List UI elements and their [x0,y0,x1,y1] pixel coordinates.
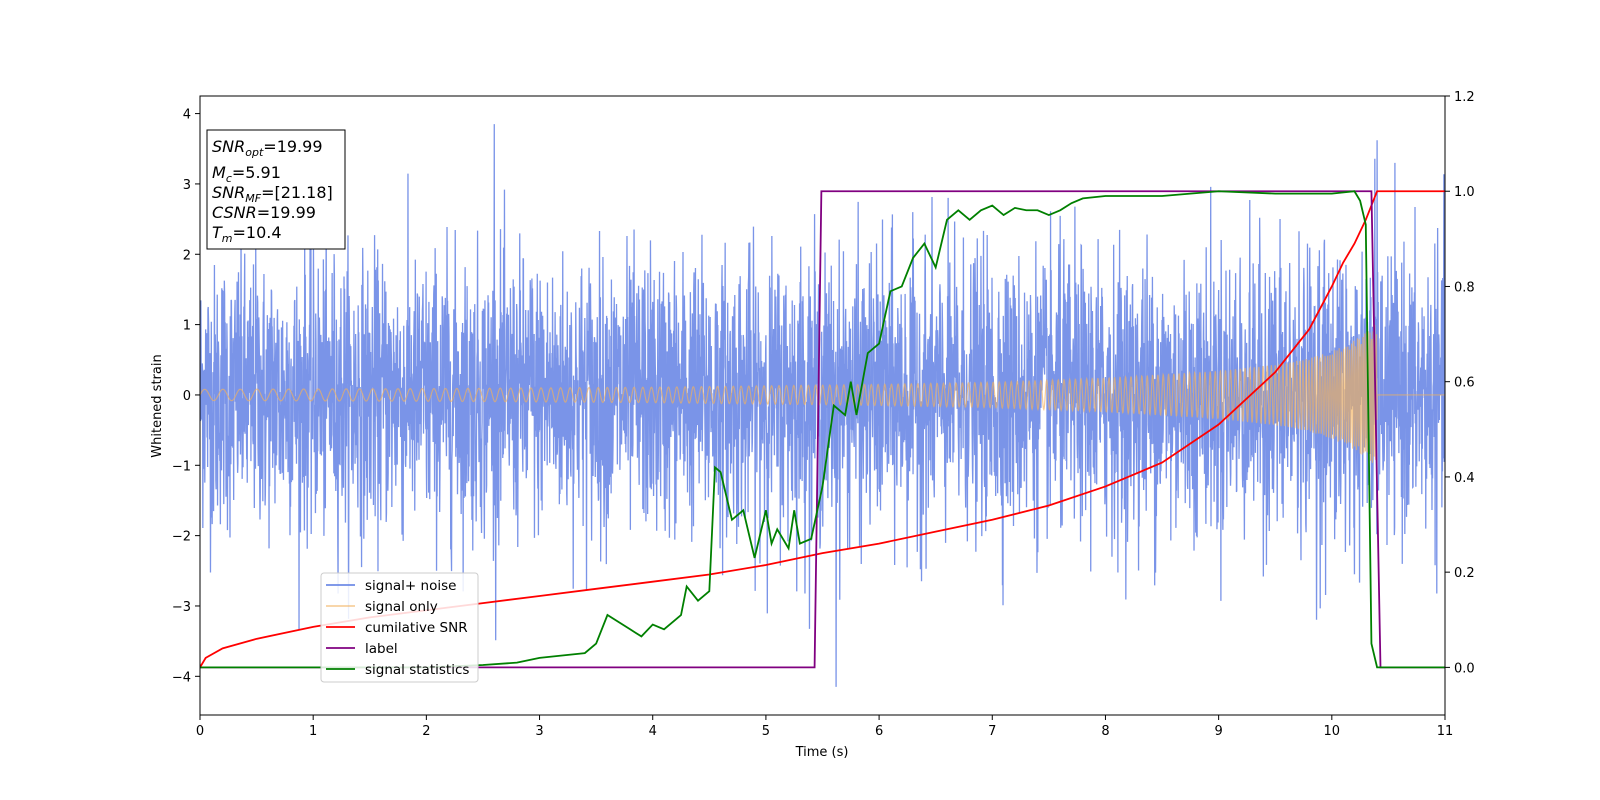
x-tick-label: 2 [422,724,430,739]
csnr-value: =19.99 [257,203,316,222]
legend-label-signal-only: signal only [365,599,438,615]
mc-value: =5.91 [232,163,281,182]
x-tick-label: 9 [1214,724,1222,739]
y-tick-label: 0 [183,389,191,404]
x-tick-label: 8 [1101,724,1109,739]
snr-opt-value: =19.99 [263,137,322,156]
y2-tick-label: 0.6 [1454,376,1475,391]
y2-tick-label: 0.4 [1454,471,1475,486]
legend-label-cumulative-snr: cumilative SNR [365,620,468,636]
x-tick-label: 3 [535,724,543,739]
x-tick-label: 4 [649,724,657,739]
y2-tick-label: 1.0 [1454,185,1475,200]
signal-only-line [200,324,1445,463]
y-axis-right: 1.2 1.0 0.8 0.6 0.4 0.2 0.0 [1445,90,1475,676]
x-tick-label: 1 [309,724,317,739]
y2-tick-label: 1.2 [1454,90,1475,105]
signal-statistics-line [200,190,1445,669]
y-axis-left: 4 3 2 1 0 −1 −2 −3 −4 [172,108,200,685]
svg-text:SNRopt=19.99: SNRopt=19.99 [212,137,323,159]
x-tick-label: 0 [196,724,204,739]
y-tick-label: −1 [172,459,191,474]
y-tick-label: 1 [183,319,191,334]
series-signal-statistics [200,190,1445,669]
x-tick-label: 6 [875,724,883,739]
x-tick-label: 5 [762,724,770,739]
annotation-box: SNRopt=19.99 Mc=5.91 SNRMF=[21.18] CSNR=… [206,129,346,250]
svg-text:SNRMF=[21.18]: SNRMF=[21.18] [212,183,333,205]
y2-tick-label: 0.0 [1454,661,1475,676]
tm-value: =10.4 [233,223,282,242]
y-tick-label: 4 [183,108,191,123]
legend-label-label: label [365,641,398,657]
y-tick-label: −2 [172,530,191,545]
x-axis: 0 1 2 3 4 5 6 7 8 9 10 11 [196,715,1453,739]
x-tick-label: 10 [1324,724,1341,739]
y-tick-label: 2 [183,248,191,263]
y2-tick-label: 0.8 [1454,280,1475,295]
series-signal-only [200,324,1445,463]
snr-mf-value: =[21.18] [261,183,333,202]
svg-text:Tm=10.4: Tm=10.4 [212,223,282,245]
y-tick-label: −3 [172,600,191,615]
y-axis-label: Whitened strain [150,354,165,457]
legend: signal+ noise signal only cumilative SNR… [320,572,479,683]
y-tick-label: −4 [172,670,191,685]
x-tick-label: 7 [988,724,996,739]
y2-tick-label: 0.2 [1454,566,1475,581]
plot-frame [199,95,1446,716]
legend-label-signal-statistics: signal statistics [365,662,469,678]
svg-text:Mc=5.91: Mc=5.91 [212,163,281,185]
x-axis-label: Time (s) [795,745,849,760]
svg-text:CSNR=19.99: CSNR=19.99 [212,203,316,222]
y-tick-label: 3 [183,178,191,193]
legend-label-signal-noise: signal+ noise [365,578,456,594]
x-tick-label: 11 [1437,724,1454,739]
